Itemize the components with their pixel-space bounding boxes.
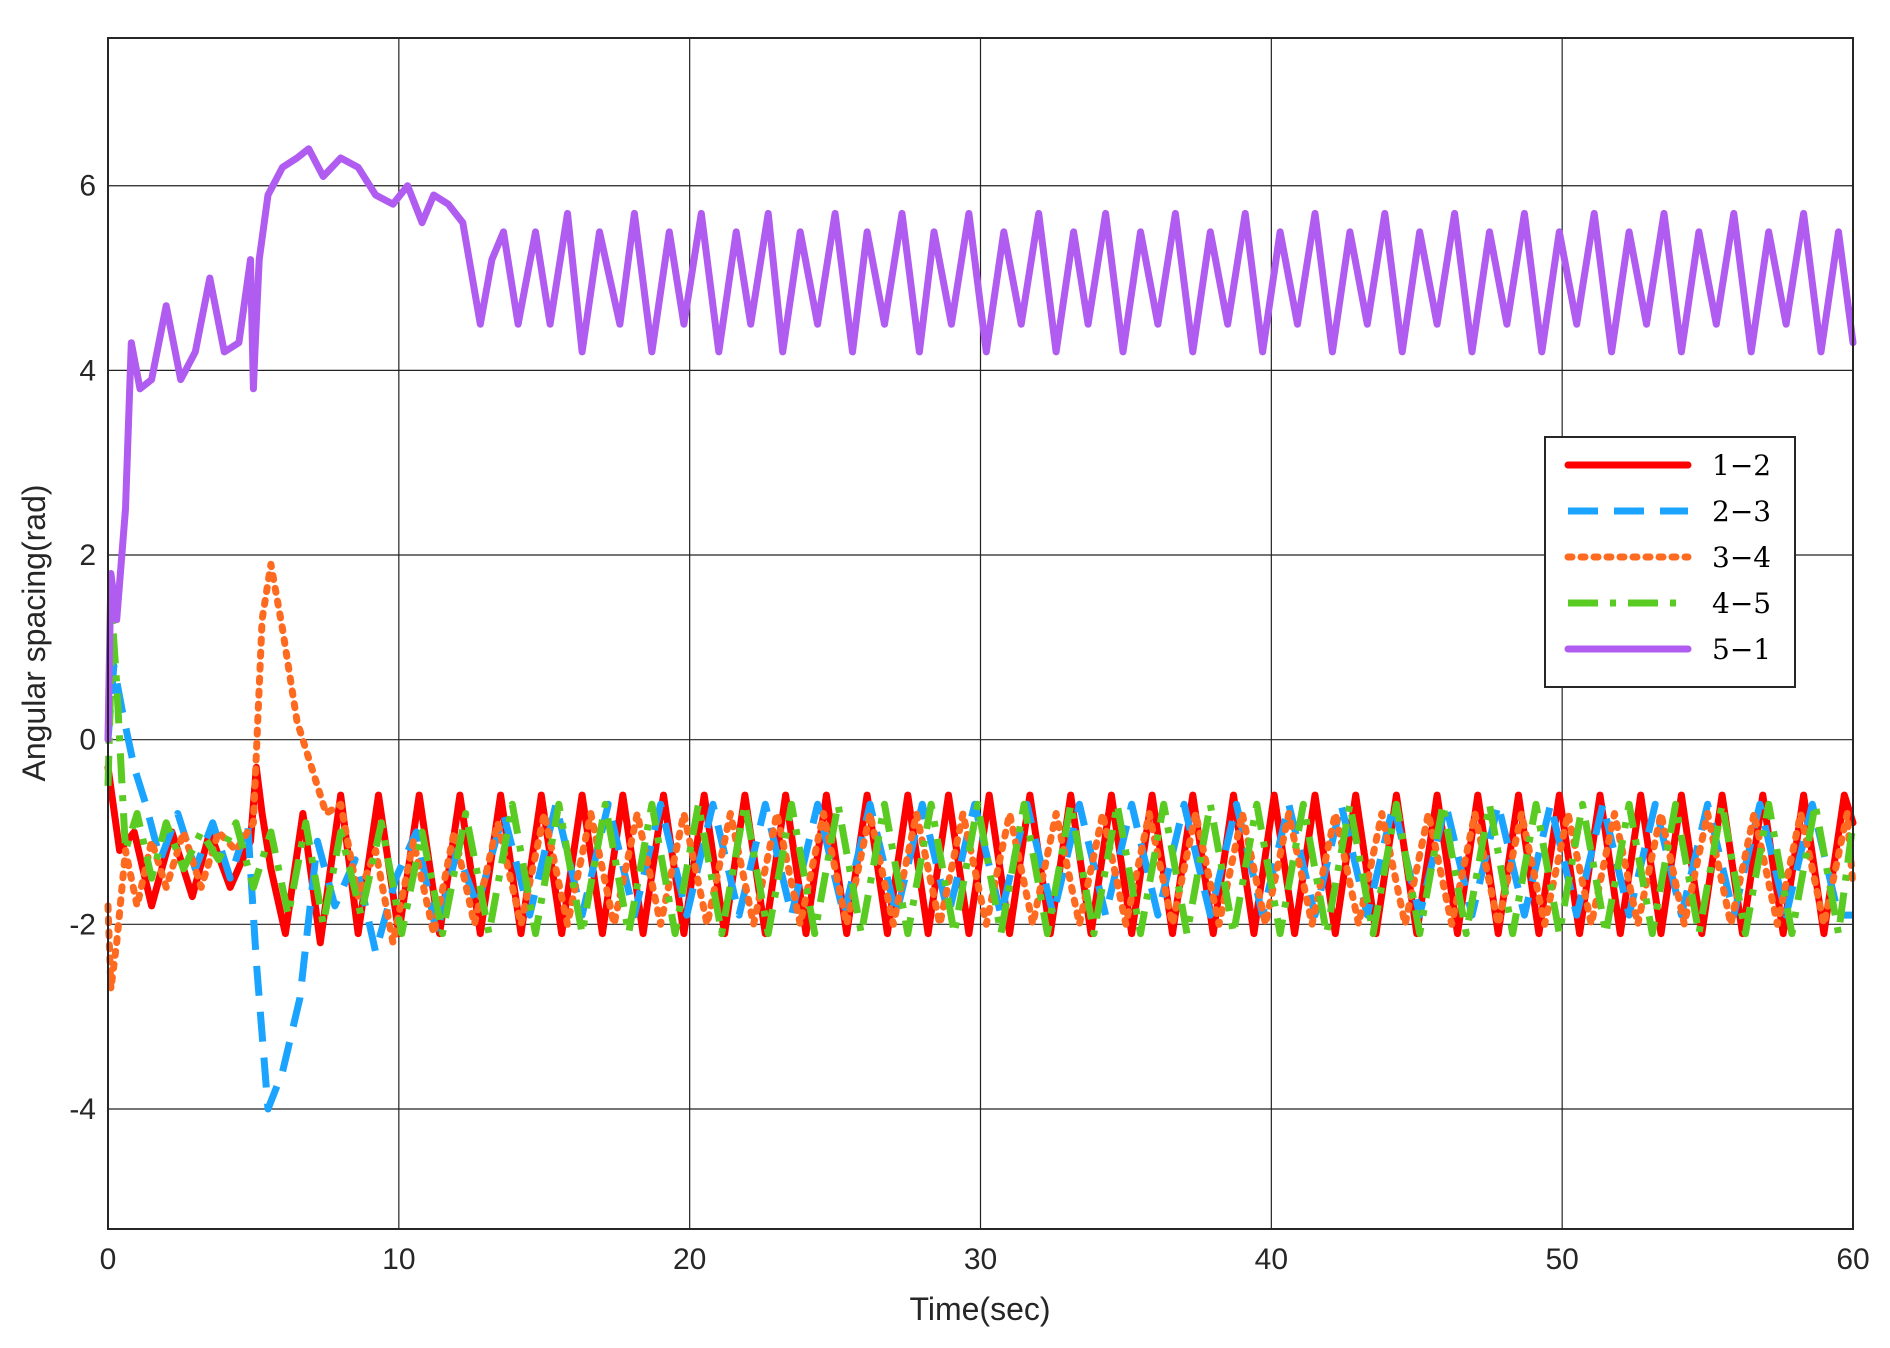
- y-tick-label: -2: [69, 908, 96, 941]
- x-tick-label: 40: [1255, 1243, 1288, 1276]
- y-tick-label: 0: [79, 724, 96, 757]
- x-tick-label: 10: [382, 1243, 415, 1276]
- x-tick-label: 20: [673, 1243, 706, 1276]
- series-line-4-5: [104, 616, 1857, 938]
- series-line-5-1: [104, 145, 1857, 744]
- series-layer: [104, 145, 1857, 1113]
- x-tick-label: 0: [100, 1243, 117, 1276]
- y-tick-label: -4: [69, 1093, 96, 1126]
- legend-label: 5−1: [1712, 633, 1771, 666]
- series-line-1-2: [104, 763, 1857, 947]
- series-line-3-4: [104, 560, 1857, 993]
- y-tick-label: 4: [79, 354, 96, 387]
- y-tick-label: 6: [79, 170, 96, 203]
- legend: 1−2 2−3 3−4 4−5 5−1: [1544, 436, 1796, 688]
- legend-label: 1−2: [1712, 449, 1771, 482]
- legend-label: 2−3: [1712, 495, 1771, 528]
- x-tick-label: 60: [1836, 1243, 1869, 1276]
- y-tick-label: 2: [79, 539, 96, 572]
- legend-box: [1544, 436, 1796, 688]
- legend-label: 3−4: [1712, 541, 1771, 574]
- x-axis-title: Time(sec): [909, 1291, 1050, 1327]
- legend-label: 4−5: [1712, 587, 1771, 620]
- x-tick-label: 50: [1545, 1243, 1578, 1276]
- plot-frame: [107, 37, 1854, 1230]
- y-axis-title: Angular spacing(rad): [16, 484, 52, 781]
- y-tick-labels: -4 -2 0 2 4 6: [69, 170, 96, 1126]
- x-tick-label: 30: [964, 1243, 997, 1276]
- x-tick-labels: 0 10 20 30 40 50 60: [100, 1243, 1870, 1276]
